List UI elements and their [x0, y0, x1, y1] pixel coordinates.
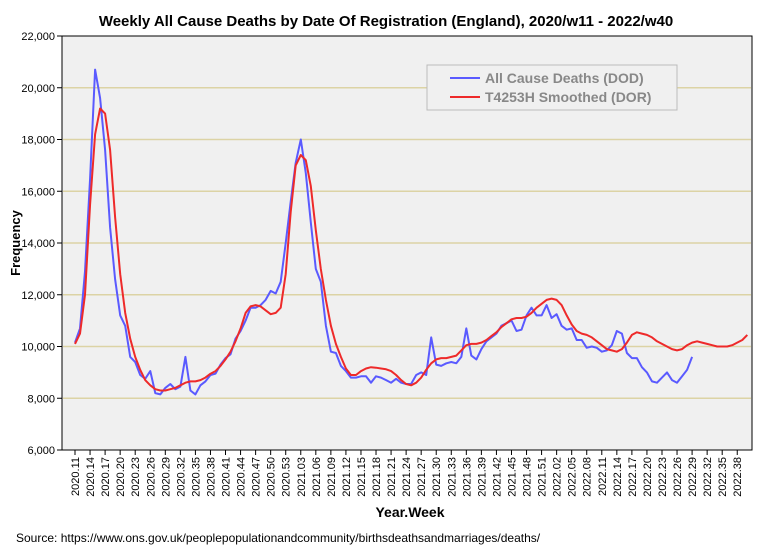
x-tick-label: 2020.26: [145, 457, 157, 497]
x-tick-label: 2021.30: [431, 457, 443, 497]
x-tick-label: 2022.29: [687, 457, 699, 497]
y-tick-label: 12,000: [21, 290, 55, 302]
x-tick-label: 2021.27: [416, 457, 428, 497]
x-tick-label: 2022.17: [627, 457, 639, 497]
x-tick-label: 2020.41: [221, 457, 233, 497]
x-tick-label: 2020.29: [160, 457, 172, 497]
series-line-dor: [74, 107, 749, 392]
x-tick-label: 2020.20: [115, 457, 127, 497]
x-tick-label: 2020.11: [70, 457, 82, 496]
x-tick-label: 2022.32: [702, 457, 714, 497]
y-axis-label: Frequency: [8, 209, 23, 276]
x-tick-label: 2020.44: [236, 457, 248, 497]
y-tick-label: 20,000: [21, 83, 55, 95]
x-tick-label: 2021.21: [386, 457, 398, 497]
x-tick-label: 2022.02: [552, 457, 564, 497]
x-tick-label: 2022.11: [597, 457, 609, 496]
y-tick-label: 16,000: [21, 186, 55, 198]
source-note: Source: https://www.ons.gov.uk/peoplepop…: [16, 531, 541, 545]
x-tick-label: 2021.39: [476, 457, 488, 497]
x-tick-label: 2020.14: [85, 457, 97, 497]
legend: All Cause Deaths (DOD) T4253H Smoothed (…: [426, 64, 678, 111]
x-tick-label: 2021.06: [311, 457, 323, 497]
x-tick-label: 2021.45: [506, 457, 518, 497]
y-tick-label: 22,000: [21, 31, 55, 43]
x-tick-label: 2021.42: [491, 457, 503, 497]
y-tick-label: 14,000: [21, 238, 55, 250]
x-tick-label: 2021.03: [296, 457, 308, 497]
x-tick-label: 2022.35: [717, 457, 729, 497]
x-tick-label: 2021.51: [537, 457, 549, 497]
x-tick-label: 2021.24: [401, 457, 413, 497]
y-tick-label: 8,000: [27, 393, 55, 405]
legend-label-dor: T4253H Smoothed (DOR): [485, 89, 651, 105]
x-tick-label: 2021.15: [356, 457, 368, 497]
legend-box: [426, 64, 678, 111]
x-tick-label: 2022.20: [642, 457, 654, 497]
x-tick-label: 2020.17: [100, 457, 112, 497]
x-tick-label: 2022.23: [657, 457, 669, 497]
x-tick-label: 2021.33: [446, 457, 458, 497]
x-tick-label: 2022.38: [732, 457, 744, 497]
x-tick-label: 2021.36: [461, 457, 473, 497]
x-axis-label: Year.Week: [375, 504, 444, 520]
x-tick-label: 2021.48: [522, 457, 534, 497]
x-tick-label: 2020.38: [205, 457, 217, 497]
x-tick-label: 2020.53: [281, 457, 293, 497]
x-tick-label: 2021.12: [341, 457, 353, 497]
x-tick-label: 2020.50: [266, 457, 278, 497]
x-tick-label: 2022.26: [672, 457, 684, 497]
x-tick-label: 2020.23: [130, 457, 142, 497]
y-tick-label: 18,000: [21, 135, 55, 147]
chart-title: Weekly All Cause Deaths by Date Of Regis…: [99, 13, 673, 30]
x-tick-label: 2021.09: [326, 457, 338, 497]
x-tick-label: 2022.08: [582, 457, 594, 497]
legend-label-dod: All Cause Deaths (DOD): [485, 70, 644, 86]
x-tick-label: 2022.14: [612, 457, 624, 497]
x-tick-label: 2020.32: [175, 457, 187, 497]
x-tick-label: 2020.47: [251, 457, 263, 497]
series-line-dod: [74, 68, 694, 396]
x-tick-label: 2020.35: [190, 457, 202, 497]
y-tick-label: 6,000: [27, 445, 55, 457]
y-tick-label: 10,000: [21, 342, 55, 354]
x-tick-label: 2021.18: [371, 457, 383, 497]
x-tick-label: 2022.05: [567, 457, 579, 497]
